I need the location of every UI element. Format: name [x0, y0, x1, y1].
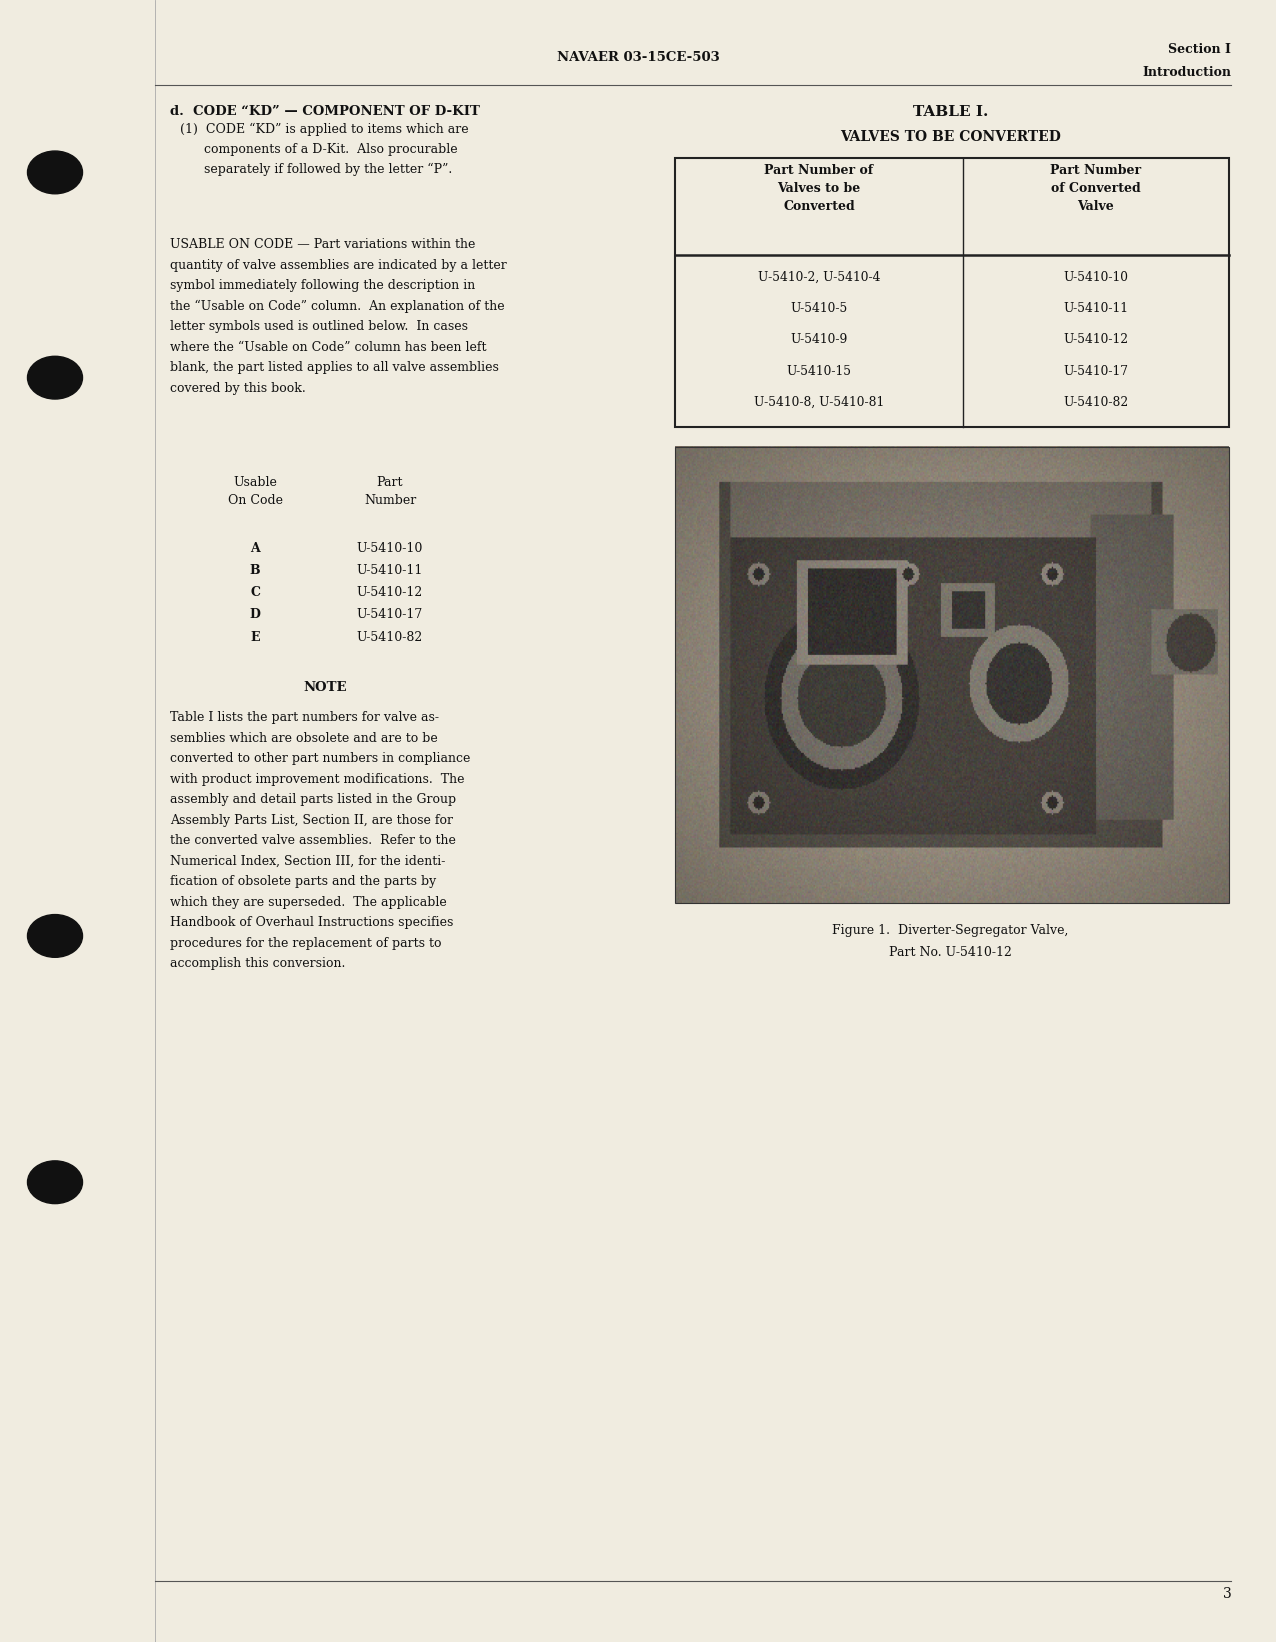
- Text: converted to other part numbers in compliance: converted to other part numbers in compl…: [170, 752, 471, 765]
- Text: Figure 1.  Diverter-Segregator Valve,: Figure 1. Diverter-Segregator Valve,: [832, 924, 1069, 938]
- Text: Part Number of
Valves to be
Converted: Part Number of Valves to be Converted: [764, 164, 874, 213]
- Ellipse shape: [28, 151, 83, 194]
- Text: separately if followed by the letter “P”.: separately if followed by the letter “P”…: [180, 163, 452, 176]
- Text: (1)  CODE “KD” is applied to items which are: (1) CODE “KD” is applied to items which …: [180, 123, 468, 136]
- Text: U-5410-8, U-5410-81: U-5410-8, U-5410-81: [754, 396, 884, 409]
- Text: accomplish this conversion.: accomplish this conversion.: [170, 957, 346, 970]
- Text: which they are superseded.  The applicable: which they are superseded. The applicabl…: [170, 897, 447, 908]
- Text: U-5410-82: U-5410-82: [357, 631, 424, 644]
- Text: U-5410-11: U-5410-11: [357, 565, 424, 576]
- Text: components of a D-Kit.  Also procurable: components of a D-Kit. Also procurable: [180, 143, 458, 156]
- Text: U-5410-12: U-5410-12: [357, 586, 424, 599]
- Bar: [675, 158, 1229, 427]
- Ellipse shape: [28, 1161, 83, 1204]
- Bar: [675, 447, 1229, 903]
- Text: covered by this book.: covered by this book.: [170, 381, 306, 394]
- Text: U-5410-2, U-5410-4: U-5410-2, U-5410-4: [758, 271, 880, 284]
- Text: the “Usable on Code” column.  An explanation of the: the “Usable on Code” column. An explanat…: [170, 299, 504, 314]
- Ellipse shape: [28, 915, 83, 957]
- Text: Section I: Section I: [1169, 43, 1231, 56]
- Text: USABLE ON CODE — Part variations within the: USABLE ON CODE — Part variations within …: [170, 238, 476, 251]
- Text: U-5410-9: U-5410-9: [790, 333, 847, 346]
- Text: U-5410-12: U-5410-12: [1063, 333, 1128, 346]
- Text: 3: 3: [1222, 1588, 1231, 1601]
- Text: TABLE I.: TABLE I.: [914, 105, 989, 120]
- Text: A: A: [250, 542, 260, 555]
- Text: Part
Number: Part Number: [364, 476, 416, 507]
- Text: U-5410-10: U-5410-10: [357, 542, 424, 555]
- Text: VALVES TO BE CONVERTED: VALVES TO BE CONVERTED: [840, 130, 1062, 144]
- Text: U-5410-17: U-5410-17: [1063, 365, 1128, 378]
- Text: where the “Usable on Code” column has been left: where the “Usable on Code” column has be…: [170, 342, 486, 353]
- Ellipse shape: [28, 356, 83, 399]
- Text: quantity of valve assemblies are indicated by a letter: quantity of valve assemblies are indicat…: [170, 258, 507, 271]
- Text: Assembly Parts List, Section II, are those for: Assembly Parts List, Section II, are tho…: [170, 814, 453, 826]
- Text: fication of obsolete parts and the parts by: fication of obsolete parts and the parts…: [170, 875, 436, 888]
- Text: Part Number
of Converted
Valve: Part Number of Converted Valve: [1050, 164, 1142, 213]
- Text: Numerical Index, Section III, for the identi-: Numerical Index, Section III, for the id…: [170, 854, 445, 867]
- Text: symbol immediately following the description in: symbol immediately following the descrip…: [170, 279, 475, 292]
- Text: semblies which are obsolete and are to be: semblies which are obsolete and are to b…: [170, 731, 438, 744]
- Text: U-5410-10: U-5410-10: [1063, 271, 1128, 284]
- Text: Introduction: Introduction: [1142, 66, 1231, 79]
- Text: U-5410-5: U-5410-5: [790, 302, 847, 315]
- Text: U-5410-11: U-5410-11: [1063, 302, 1128, 315]
- Text: Handbook of Overhaul Instructions specifies: Handbook of Overhaul Instructions specif…: [170, 916, 453, 929]
- Text: Table I lists the part numbers for valve as-: Table I lists the part numbers for valve…: [170, 711, 439, 724]
- Text: procedures for the replacement of parts to: procedures for the replacement of parts …: [170, 936, 441, 949]
- Text: C: C: [250, 586, 260, 599]
- Text: the converted valve assemblies.  Refer to the: the converted valve assemblies. Refer to…: [170, 834, 456, 847]
- Text: B: B: [250, 565, 260, 576]
- Text: NOTE: NOTE: [304, 681, 347, 695]
- Text: letter symbols used is outlined below.  In cases: letter symbols used is outlined below. I…: [170, 320, 468, 333]
- Text: U-5410-17: U-5410-17: [357, 609, 424, 621]
- Text: NAVAER 03-15CE-503: NAVAER 03-15CE-503: [556, 51, 720, 64]
- Text: Usable
On Code: Usable On Code: [227, 476, 282, 507]
- Text: U-5410-15: U-5410-15: [786, 365, 851, 378]
- Text: U-5410-82: U-5410-82: [1063, 396, 1128, 409]
- Text: blank, the part listed applies to all valve assemblies: blank, the part listed applies to all va…: [170, 361, 499, 374]
- Text: assembly and detail parts listed in the Group: assembly and detail parts listed in the …: [170, 793, 456, 806]
- Text: with product improvement modifications.  The: with product improvement modifications. …: [170, 773, 464, 785]
- Text: Part No. U-5410-12: Part No. U-5410-12: [889, 946, 1012, 959]
- Text: E: E: [250, 631, 260, 644]
- Text: D: D: [250, 609, 260, 621]
- Text: d.  CODE “KD” — COMPONENT OF D-KIT: d. CODE “KD” — COMPONENT OF D-KIT: [170, 105, 480, 118]
